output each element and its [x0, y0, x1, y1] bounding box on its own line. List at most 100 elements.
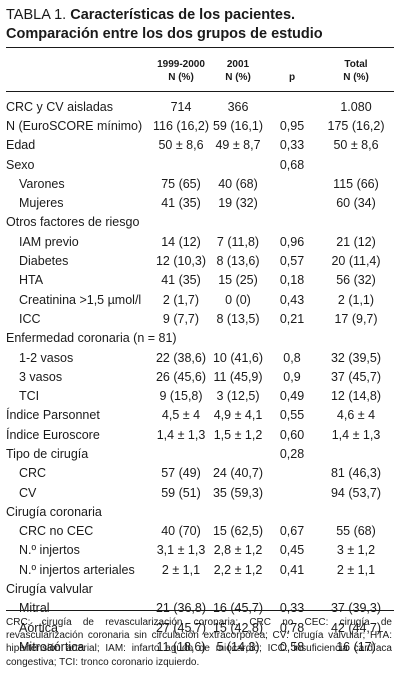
cell-2001: 15 (62,5) — [212, 524, 264, 539]
table-row: Mitroaórtica 11 (18,6) 5 (14,3) 0,58 16 (17) — [6, 637, 394, 656]
cell-2001: 19 (32) — [218, 196, 258, 211]
cell-p: 0,55 — [279, 408, 305, 423]
header-col1-line1: 1999-2000 — [157, 59, 205, 70]
cell-total — [318, 213, 394, 232]
cell-p: 0,41 — [279, 562, 305, 577]
cell-2001: 7 (11,8) — [216, 234, 260, 249]
row-label: 1-2 vasos — [19, 350, 74, 365]
row-label: CRC no CEC — [19, 524, 94, 539]
cell-p — [266, 464, 318, 483]
cell-total: 60 (34) — [336, 196, 376, 211]
cell-total — [318, 329, 394, 348]
cell-p — [266, 329, 318, 348]
cell-p — [266, 174, 318, 193]
cell-2001: 5 (14,3) — [216, 639, 260, 654]
cell-1999-2000: 50 ± 8,6 — [158, 138, 204, 153]
table-row: Tipo de cirugía 0,28 — [6, 444, 394, 463]
cell-1999-2000: 116 (16,2) — [152, 118, 210, 133]
row-label: Otros factores de riesgo — [6, 215, 140, 230]
cell-2001 — [210, 329, 266, 348]
cell-p: 0,96 — [279, 234, 305, 249]
cell-1999-2000: 41 (35) — [161, 196, 201, 211]
cell-1999-2000: 40 (70) — [161, 524, 201, 539]
cell-p: 0,43 — [279, 292, 305, 307]
cell-total: 94 (53,7) — [330, 485, 382, 500]
cell-total: 4,6 ± 4 — [336, 408, 376, 423]
cell-total: 16 (17) — [336, 639, 376, 654]
cell-2001: 59 (16,1) — [212, 118, 264, 133]
cell-total: 175 (16,2) — [327, 118, 385, 133]
row-label: Índice Euroscore — [6, 427, 100, 442]
cell-2001: 2,2 ± 1,2 — [213, 562, 263, 577]
table-row: IAM previo 14 (12) 7 (11,8) 0,96 21 (12) — [6, 232, 394, 251]
cell-total — [318, 444, 394, 463]
row-label: ICC — [19, 311, 41, 326]
cell-p: 0,58 — [279, 639, 305, 654]
row-label: Mujeres — [19, 196, 64, 211]
table-row: Edad 50 ± 8,6 49 ± 8,7 0,33 50 ± 8,6 — [6, 136, 394, 155]
cell-1999-2000 — [152, 213, 210, 232]
row-label: N.º injertos — [19, 543, 80, 558]
table-row: ICC 9 (7,7) 8 (13,5) 0,21 17 (9,7) — [6, 309, 394, 328]
table-row: CV 59 (51) 35 (59,3) 94 (53,7) — [6, 483, 394, 502]
cell-total: 42 (44,7) — [330, 620, 382, 635]
header-col-2001: 2001 N (%) — [210, 58, 266, 84]
cell-2001 — [210, 213, 266, 232]
cell-2001: 2,8 ± 1,2 — [213, 543, 263, 558]
row-label: CRC — [19, 466, 47, 481]
cell-p: 0,78 — [279, 620, 305, 635]
row-label: TCI — [19, 389, 40, 404]
table-row: Mujeres 41 (35) 19 (32) 60 (34) — [6, 193, 394, 212]
row-label: CV — [19, 485, 37, 500]
table-row: N.º injertos 3,1 ± 1,3 2,8 ± 1,2 0,45 3 ± 1,… — [6, 541, 394, 560]
row-label: Enfermedad coronaria (n = 81) — [6, 331, 177, 346]
cell-p — [266, 213, 318, 232]
cell-p: 0,9 — [283, 369, 301, 384]
table-row: Mitral 21 (36,8) 16 (45,7) 0,33 37 (39,3) — [6, 599, 394, 618]
cell-total — [318, 579, 394, 598]
table-row: CRC no CEC 40 (70) 15 (62,5) 0,67 55 (68) — [6, 522, 394, 541]
cell-1999-2000: 11 (18,6) — [156, 639, 206, 654]
cell-1999-2000: 714 — [170, 99, 192, 114]
cell-1999-2000 — [152, 502, 210, 521]
cell-total: 1.080 — [340, 99, 372, 114]
cell-total: 37 (45,7) — [330, 369, 382, 384]
cell-p: 0,21 — [279, 311, 305, 326]
table-row: Cirugía coronaria — [6, 502, 394, 521]
cell-p — [266, 483, 318, 502]
table-row: 1-2 vasos 22 (38,6) 10 (41,6) 0,8 32 (39,5) — [6, 348, 394, 367]
row-label: Sexo — [6, 157, 35, 172]
row-label: Aórtica — [19, 620, 58, 635]
header-col-total: Total N (%) — [318, 58, 394, 84]
cell-p: 0,57 — [279, 254, 305, 269]
table-title-line2: Comparación entre los dos grupos de estu… — [6, 26, 323, 42]
cell-1999-2000: 21 (36,8) — [155, 601, 207, 616]
cell-p: 0,67 — [279, 524, 305, 539]
header-col2-line1: 2001 — [226, 59, 250, 70]
cell-1999-2000 — [152, 579, 210, 598]
cell-2001: 16 (45,7) — [212, 601, 264, 616]
cell-2001: 3 (12,5) — [216, 389, 260, 404]
cell-1999-2000: 59 (51) — [161, 485, 201, 500]
cell-1999-2000: 14 (12) — [161, 234, 201, 249]
cell-2001: 8 (13,6) — [216, 254, 260, 269]
cell-p: 0,18 — [279, 273, 305, 288]
cell-2001: 40 (68) — [218, 176, 258, 191]
table-row: Aórtica 27 (45,7) 15 (42,8) 0,78 42 (44,7) — [6, 618, 394, 637]
table-row: CRC 57 (49) 24 (40,7) 81 (46,3) — [6, 464, 394, 483]
cell-total — [318, 155, 394, 174]
cell-total: 21 (12) — [336, 234, 376, 249]
table-row: N (EuroSCORE mínimo) 116 (16,2) 59 (16,1) 0… — [6, 116, 394, 135]
cell-1999-2000: 12 (10,3) — [155, 254, 207, 269]
cell-1999-2000: 27 (45,7) — [155, 620, 207, 635]
cell-1999-2000: 1,4 ± 1,3 — [156, 427, 206, 442]
cell-1999-2000: 22 (38,6) — [155, 350, 207, 365]
cell-2001: 10 (41,6) — [212, 350, 264, 365]
header-col4-line1: Total — [344, 59, 368, 70]
table-row: Enfermedad coronaria (n = 81) — [6, 329, 394, 348]
cell-2001: 49 ± 8,7 — [215, 138, 261, 153]
cell-p: 0,45 — [279, 543, 305, 558]
cell-p: 0,68 — [279, 157, 305, 172]
table-row: TCI 9 (15,8) 3 (12,5) 0,49 12 (14,8) — [6, 386, 394, 405]
cell-p: 0,28 — [279, 446, 305, 461]
